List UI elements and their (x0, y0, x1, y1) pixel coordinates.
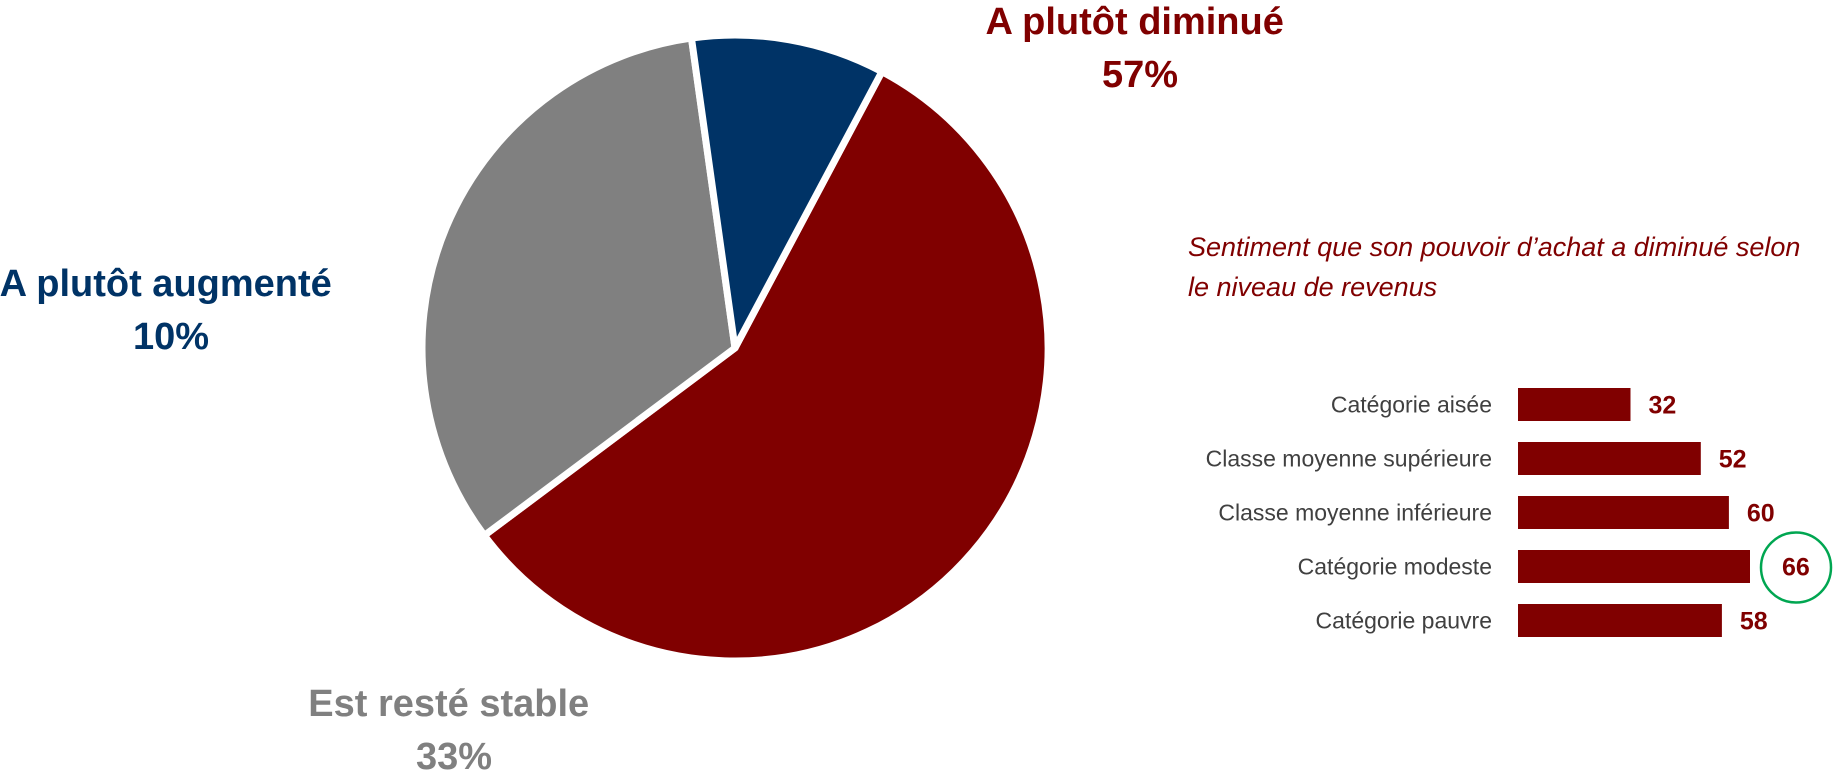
pie-slice-augmente (687, 31, 886, 352)
pie-slice-diminue (480, 68, 1052, 665)
bar-chart-title: Sentiment que son pouvoir d’achat a dimi… (1188, 232, 1808, 302)
pie-label-augmente-name: A plutôt augmenté (0, 263, 332, 305)
highlight-circle (1759, 531, 1833, 604)
bar-value-label: 52 (1719, 446, 1747, 474)
pie-label-diminue: A plutôt diminué 57% (986, 1, 1295, 96)
bar-category-label: Classe moyenne supérieure (1206, 446, 1492, 472)
pie-label-augmente-value: 10% (133, 316, 209, 358)
pie-label-stable-value: 33% (416, 736, 492, 774)
bar (1518, 388, 1631, 421)
pie-label-augmente: A plutôt augmenté 10% (0, 263, 342, 358)
pie-label-stable-name: Est resté stable (308, 683, 589, 725)
bar (1518, 442, 1701, 475)
bar-value-label: 66 (1782, 554, 1810, 582)
pie-label-diminue-value: 57% (1102, 54, 1178, 96)
bar-category-label: Catégorie pauvre (1316, 608, 1492, 634)
pie-label-diminue-name: A plutôt diminué (986, 1, 1284, 43)
bar-category-label: Classe moyenne inférieure (1218, 500, 1492, 526)
bar-chart-title-line-2: le niveau de revenus (1188, 272, 1437, 302)
pie-chart (418, 31, 1052, 665)
pie-slice-stable (418, 34, 739, 539)
bar-value-label: 32 (1648, 392, 1676, 420)
pie-label-stable: Est resté stable 33% (308, 683, 599, 774)
bar-value-label: 60 (1747, 500, 1775, 528)
bar (1518, 604, 1722, 637)
bar-category-label: Catégorie aisée (1331, 392, 1492, 418)
bar (1518, 496, 1729, 529)
bar-chart: Catégorie aisée 32 Classe moyenne supérieu… (1206, 388, 1833, 637)
bar-value-label: 58 (1740, 608, 1768, 636)
bar (1518, 550, 1750, 583)
bar-category-label: Catégorie modeste (1298, 554, 1492, 580)
bar-chart-title-line-1: Sentiment que son pouvoir d’achat a dimi… (1188, 232, 1800, 262)
